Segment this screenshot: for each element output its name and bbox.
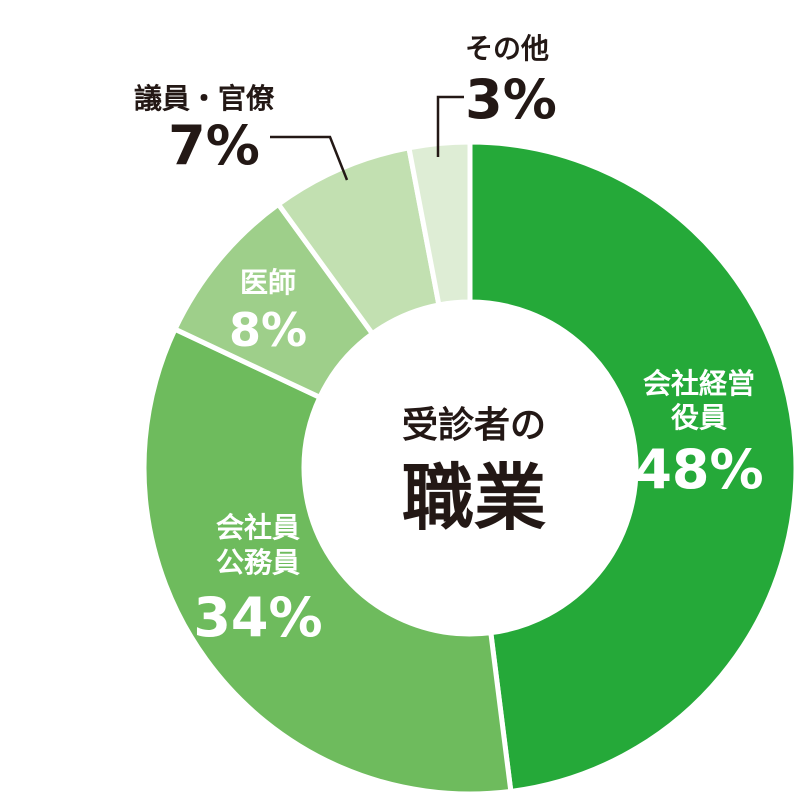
leader-line-politicians [270, 135, 349, 181]
slice-label-politicians: 議員・官僚 [134, 82, 275, 115]
center-title-line2: 職業 [402, 456, 546, 540]
slice-label-executives-line1: 会社経営 [643, 367, 755, 400]
slice-value-employees: 34% [193, 586, 322, 649]
leader-line-other [436, 95, 464, 157]
slice-label-other: その他 [465, 32, 549, 65]
slice-value-other: 3% [465, 68, 557, 131]
slice-executives [467, 139, 799, 794]
slice-other [406, 139, 473, 308]
slice-value-politicians: 7% [168, 114, 260, 177]
slice-value-doctors: 8% [229, 303, 307, 357]
slice-label-employees-line1: 会社員 [216, 511, 300, 544]
donut-slices [141, 139, 799, 797]
slice-employees [141, 326, 514, 797]
slice-label-executives-line2: 役員 [671, 401, 727, 434]
center-title-line1: 受診者の [402, 405, 546, 446]
slice-label-employees-line2: 公務員 [216, 546, 300, 579]
slice-label-doctors: 医師 [240, 266, 296, 299]
slice-value-executives: 48% [634, 438, 763, 501]
